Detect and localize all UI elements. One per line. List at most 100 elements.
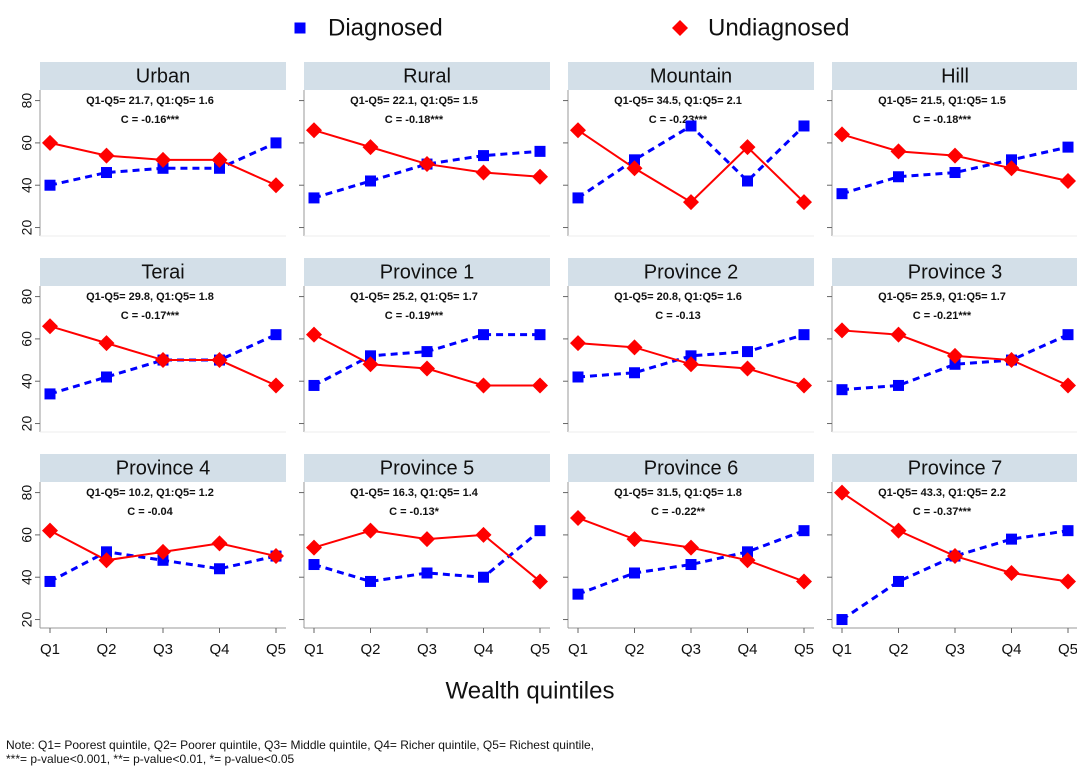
point <box>534 145 546 157</box>
point <box>626 531 643 548</box>
panel-title: Province 1 <box>380 261 475 283</box>
point <box>572 371 584 383</box>
panel-title: Province 3 <box>908 261 1003 283</box>
point <box>308 559 320 571</box>
point <box>475 377 492 394</box>
point <box>44 388 56 400</box>
point <box>629 567 640 579</box>
point <box>570 122 586 139</box>
point <box>947 347 963 364</box>
series-line <box>841 145 1069 196</box>
point <box>532 573 548 590</box>
point <box>365 350 376 362</box>
y-tick-label: 40 <box>19 373 35 389</box>
point <box>42 134 58 151</box>
x-tick-label: Q1 <box>568 641 588 658</box>
x-tick-label: Q2 <box>624 641 644 658</box>
point <box>362 522 379 539</box>
y-tick-label: 20 <box>19 612 35 628</box>
point <box>893 575 904 587</box>
point <box>1062 141 1074 153</box>
point <box>685 120 697 132</box>
point <box>44 179 56 191</box>
point <box>534 525 546 537</box>
legend-label: Diagnosed <box>328 14 443 41</box>
series-line <box>577 129 805 204</box>
point <box>98 552 115 569</box>
panel-header <box>832 454 1077 482</box>
point <box>362 356 379 373</box>
point <box>796 377 812 394</box>
annotation: C = -0.22** <box>651 506 706 518</box>
y-tick-label: 40 <box>19 177 35 193</box>
point <box>1062 525 1074 537</box>
point <box>1006 154 1017 166</box>
panel-title: Mountain <box>650 65 732 87</box>
point <box>683 356 699 373</box>
point <box>1003 352 1020 369</box>
point <box>834 126 850 143</box>
y-tick-label: 60 <box>19 331 35 347</box>
annotation: Q1-Q5= 20.8, Q1:Q5= 1.6 <box>614 291 742 303</box>
point <box>1060 377 1076 394</box>
panel-header <box>40 454 286 482</box>
point <box>572 588 584 600</box>
point <box>834 484 850 501</box>
x-tick-label: Q2 <box>360 641 380 658</box>
point <box>570 509 586 526</box>
point <box>211 535 228 552</box>
point <box>478 150 489 162</box>
y-tick-label: 40 <box>19 569 35 585</box>
point <box>98 335 115 352</box>
point <box>211 151 228 168</box>
point <box>268 548 284 565</box>
panel-header <box>832 62 1077 90</box>
point <box>685 559 697 571</box>
y-tick-label: 80 <box>19 289 35 305</box>
point <box>1060 172 1076 189</box>
panel-header <box>40 62 286 90</box>
panel-title: Province 4 <box>116 457 211 479</box>
point <box>362 139 379 156</box>
panel-header <box>304 62 550 90</box>
annotation: C = -0.13 <box>655 310 701 322</box>
point <box>475 164 492 181</box>
point <box>155 543 171 560</box>
y-tick-label: 80 <box>19 93 35 109</box>
annotation: Q1-Q5= 21.7, Q1:Q5= 1.6 <box>86 95 214 107</box>
point <box>890 522 907 539</box>
point <box>306 326 322 343</box>
point <box>949 167 961 179</box>
point <box>1062 329 1074 341</box>
y-tick-label: 60 <box>19 527 35 543</box>
annotation: C = -0.18*** <box>385 114 444 126</box>
point <box>365 575 376 587</box>
y-tick-label: 80 <box>19 485 35 501</box>
point <box>155 352 171 369</box>
series-line <box>313 333 540 387</box>
series-line <box>313 333 540 387</box>
panel-title: Province 2 <box>644 261 739 283</box>
x-tick-label: Q4 <box>473 641 493 658</box>
point <box>672 20 688 36</box>
x-tick-label: Q3 <box>417 641 437 658</box>
point <box>478 329 489 341</box>
point <box>101 546 112 558</box>
x-tick-label: Q4 <box>737 641 757 658</box>
panel-header <box>568 454 814 482</box>
series-line <box>577 529 805 596</box>
point <box>532 168 548 185</box>
x-tick-label: Q3 <box>153 641 173 658</box>
y-tick-label: 20 <box>19 220 35 236</box>
annotation: C = -0.21*** <box>913 310 972 322</box>
panel-title: Terai <box>141 261 184 283</box>
point <box>157 554 169 566</box>
annotation: C = -0.19*** <box>385 310 444 322</box>
point <box>836 614 848 626</box>
point <box>419 531 435 548</box>
annotation: Q1-Q5= 21.5, Q1:Q5= 1.5 <box>878 95 1006 107</box>
point <box>42 522 58 539</box>
point <box>532 377 548 394</box>
point <box>155 151 171 168</box>
